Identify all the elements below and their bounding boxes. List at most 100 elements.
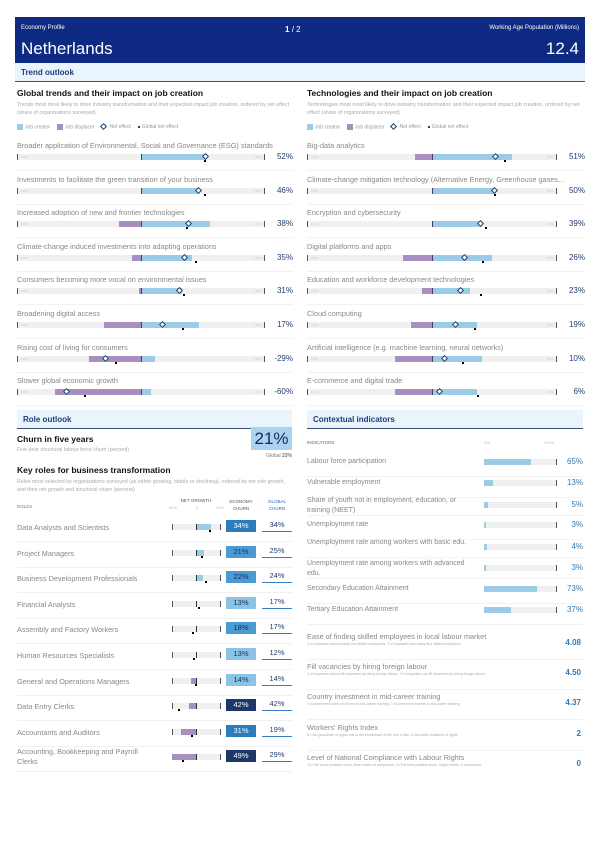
indicator-row: Unemployment rate 3% — [307, 520, 583, 540]
legend-net-label: Net effect — [399, 124, 421, 131]
global-dot — [484, 227, 487, 230]
net-growth-bar — [172, 728, 221, 737]
role-row: Project Managers 21% 25% — [17, 544, 292, 568]
tick-left — [307, 355, 308, 362]
indicator-fill — [484, 565, 487, 571]
legend-creator-label: Job creator — [315, 124, 341, 131]
indicator-value: 65% — [566, 457, 583, 466]
trend-row: Climate-change induced investments into … — [17, 242, 293, 272]
global-dot — [192, 658, 195, 660]
scale-min: -100% — [310, 188, 319, 193]
churn-title: Churn in five years — [17, 434, 94, 444]
indicator-row: Tertiary Education Attainment 37% — [307, 605, 583, 625]
indicator-value: 73% — [566, 584, 583, 593]
tick-left — [17, 322, 18, 328]
displacer-bar — [422, 288, 432, 295]
economy-churn-badge: 18% — [226, 622, 256, 635]
zero-line — [431, 355, 433, 362]
indicator-row: Secondary Education Attainment 73% — [307, 584, 583, 604]
zero-line — [196, 754, 197, 761]
indicator-label: Unemployment rate among workers with bas… — [307, 539, 467, 546]
global-dot — [195, 683, 197, 686]
trend-bar: -100% 100% — [17, 253, 265, 263]
zero-line — [196, 626, 197, 633]
indicator-bar — [484, 565, 557, 571]
trend-label: Broadening digital access — [17, 309, 101, 318]
global-churn-value: 29% — [262, 750, 292, 763]
role-row: Data Entry Clerks 42% 42% — [17, 697, 292, 722]
dot-icon — [427, 125, 430, 128]
net-growth-fill — [172, 754, 196, 761]
tick-right — [220, 728, 221, 735]
churn-desc: Five-year structural labour force churn … — [17, 447, 130, 453]
tick-right — [556, 586, 557, 592]
indicator-value: 3% — [571, 563, 583, 572]
trend-row: E-commerce and digital trade -100% 100% 6% — [307, 376, 585, 407]
role-name: Assembly and Factory Workers — [17, 625, 119, 635]
tick-right — [556, 221, 557, 228]
creator-bar — [141, 288, 182, 295]
trend-label: Digital platforms and apps — [307, 241, 392, 251]
net-growth-bar — [172, 575, 221, 584]
trend-bar: -100% 100% — [307, 253, 557, 263]
trend-bar: -100% 100% — [17, 320, 265, 330]
net-growth-fill — [196, 575, 203, 582]
economy-churn-badge: 21% — [226, 545, 256, 558]
legend-displacer-label: Job displacer — [355, 124, 385, 131]
role-name: Data Analysts and Scientists — [17, 523, 110, 532]
tick-right — [220, 754, 221, 761]
tick-right — [556, 565, 557, 571]
zero-line — [196, 728, 197, 735]
zero-line — [431, 221, 433, 228]
indicator-label: Unemployment rate among workers with adv… — [307, 560, 465, 577]
scale-min: -100% — [20, 255, 29, 260]
global-dot — [204, 193, 207, 196]
global-dot — [503, 160, 506, 162]
diamond-icon — [390, 123, 398, 131]
legend-net: Net effect — [100, 123, 131, 131]
churn-global-value: 23% — [281, 453, 292, 459]
legend-net: Net effect — [390, 123, 421, 131]
creator-bar — [141, 154, 206, 160]
scale-max: 100% — [546, 255, 554, 260]
trend-label: Big-data analytics — [307, 141, 365, 150]
tick-left — [172, 524, 173, 530]
indicator-fill — [484, 502, 488, 508]
role-row: Human Resources Specialists 13% 12% — [17, 646, 292, 670]
role-row: Accountants and Auditors 31% 19% — [17, 723, 292, 747]
global-dot — [191, 734, 194, 737]
global-churn-value: 14% — [262, 674, 292, 686]
score-value: 0 — [576, 759, 581, 768]
tick-left — [172, 703, 173, 710]
global-churn-value: 34% — [262, 520, 292, 532]
trend-row: Increased adoption of new and frontier t… — [17, 208, 293, 239]
displacer-bar — [403, 254, 432, 261]
diamond-icon — [100, 123, 108, 131]
tick-right — [220, 652, 221, 658]
trend-row: Cloud computing -100% 100% 19% — [307, 309, 585, 339]
displacer-bar — [103, 322, 141, 328]
tick-right — [264, 355, 265, 362]
score-value: 4.50 — [565, 668, 581, 677]
indicator-bar — [484, 459, 557, 465]
tick-left — [172, 549, 173, 556]
trend-bar: -100% 100% — [307, 220, 557, 230]
indicator-row: Labour force participation 65% — [307, 457, 583, 477]
net-growth-bar — [172, 626, 221, 635]
score-desc: 5+=No guarantee of rights due to the bre… — [307, 733, 458, 737]
trend-label: Artificial intelligence (e.g. machine le… — [307, 342, 504, 352]
scale-max: 100% — [546, 289, 554, 294]
creator-bar — [432, 288, 470, 295]
tick-right — [220, 626, 221, 633]
global-dot — [181, 760, 184, 763]
net-value: 46% — [276, 185, 293, 195]
creator-bar — [141, 254, 192, 261]
global-churn-value: 19% — [262, 725, 292, 737]
roles-desc: Roles most selected by organizations sur… — [17, 479, 285, 493]
scale-min: -100% — [310, 323, 319, 327]
legend-global-label: Global net effect — [431, 124, 469, 131]
indicator-row: Unemployment rate among workers with adv… — [307, 559, 583, 579]
indicator-row: Vulnerable employment 13% — [307, 478, 583, 498]
global-dot — [477, 395, 480, 398]
trend-bar: -100% 100% — [17, 354, 265, 364]
